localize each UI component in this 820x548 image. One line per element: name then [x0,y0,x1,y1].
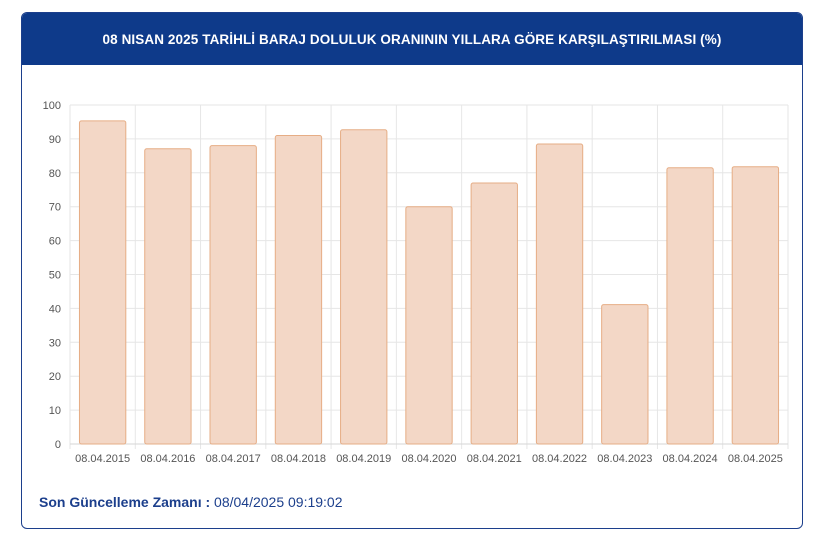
y-tick-label: 70 [49,202,61,214]
bar-08.04.2024 [666,167,714,445]
y-tick-label: 40 [49,303,61,315]
x-tick-label: 08.04.2015 [75,453,130,465]
last-update-value: 08/04/2025 09:19:02 [214,494,343,510]
x-tick-label: 08.04.2021 [467,453,522,465]
chart-title: 08 NISAN 2025 TARİHLİ BARAJ DOLULUK ORAN… [22,13,802,65]
x-tick-label: 08.04.2018 [271,453,326,465]
x-tick-label: 08.04.2016 [140,453,195,465]
x-tick-label: 08.04.2023 [597,453,652,465]
bar-08.04.2016 [144,148,192,445]
bar-08.04.2023 [601,304,649,445]
bar-chart: 0 10 20 30 40 50 60 70 80 90 100 08.04.2015 08.04.20… [43,100,789,465]
y-tick-label: 60 [49,236,61,248]
bar-08.04.2021 [470,182,518,445]
y-tick-label: 10 [49,405,61,417]
bar-08.04.2022 [535,143,584,445]
y-tick-label: 90 [49,134,61,146]
last-update: Son Güncelleme Zamanı : 08/04/2025 09:19… [39,494,343,510]
y-tick-label: 20 [49,371,61,383]
bar-08.04.2020 [405,206,453,445]
y-tick-label: 0 [55,439,61,451]
x-tick-label: 08.04.2025 [728,453,783,465]
bar-08.04.2025 [731,166,780,445]
bar-08.04.2015 [78,120,127,445]
y-tick-label: 80 [49,168,61,180]
x-tick-label: 08.04.2022 [532,453,587,465]
bar-08.04.2019 [340,129,388,445]
y-tick-label: 50 [49,270,61,282]
chart-area: 0 10 20 30 40 50 60 70 80 90 100 08.04.2015 08.04.20… [22,65,802,485]
chart-card: 08 NISAN 2025 TARİHLİ BARAJ DOLULUK ORAN… [21,12,803,529]
last-update-label: Son Güncelleme Zamanı : [39,494,211,510]
bar-08.04.2017 [209,145,257,445]
x-tick-label: 08.04.2024 [663,453,718,465]
x-tick-label: 08.04.2020 [401,453,456,465]
y-tick-label: 100 [43,100,61,112]
x-tick-label: 08.04.2017 [206,453,261,465]
y-tick-label: 30 [49,337,61,349]
bar-08.04.2018 [274,135,323,445]
x-tick-label: 08.04.2019 [336,453,391,465]
